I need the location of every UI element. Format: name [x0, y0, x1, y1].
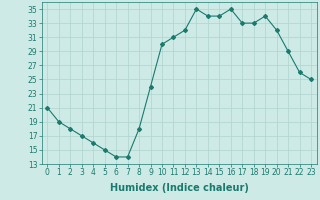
X-axis label: Humidex (Indice chaleur): Humidex (Indice chaleur) — [110, 183, 249, 193]
